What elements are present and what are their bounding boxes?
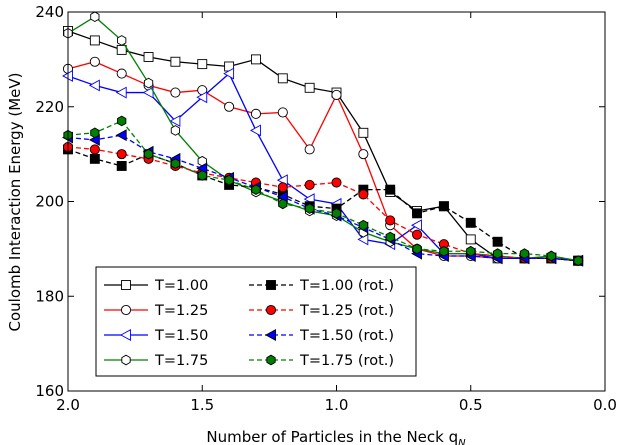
- data-point: [225, 102, 234, 111]
- data-point: [386, 232, 394, 242]
- legend: T=1.00 T=1.25 T=1.50 T=1.75 T=1.00 (rot.) T=1…: [96, 267, 416, 376]
- data-point: [198, 60, 207, 69]
- y-axis-label: Coulomb Interaction Energy (MeV): [6, 73, 24, 332]
- data-point: [117, 161, 126, 170]
- data-point: [198, 171, 206, 181]
- data-point: [359, 150, 368, 159]
- data-point: [359, 220, 367, 230]
- y-tick-label: 220: [35, 98, 64, 116]
- x-axis-label-main: Number of Particles in the Neck q: [206, 428, 458, 445]
- legend-marker: [267, 355, 275, 365]
- legend-label: T=1.25: [154, 303, 208, 319]
- data-point: [117, 69, 126, 78]
- data-point: [118, 36, 126, 46]
- data-point: [466, 235, 475, 244]
- data-point: [493, 249, 501, 259]
- data-point: [440, 246, 448, 256]
- data-point: [144, 53, 153, 62]
- data-point: [359, 190, 368, 199]
- data-point: [90, 57, 99, 66]
- data-point: [252, 185, 260, 195]
- x-tick-label: 0.5: [459, 396, 483, 414]
- data-point: [413, 244, 421, 254]
- data-point: [466, 218, 475, 227]
- data-point: [547, 251, 555, 261]
- y-tick-label: 200: [35, 193, 64, 211]
- data-point: [171, 57, 180, 66]
- data-point: [439, 202, 448, 211]
- data-point: [90, 36, 99, 45]
- legend-label: T=1.50 (rot.): [299, 328, 394, 344]
- data-point: [251, 109, 260, 118]
- x-axis-label: Number of Particles in the Neck qN: [206, 428, 466, 445]
- data-point: [305, 83, 314, 92]
- data-point: [413, 209, 422, 218]
- data-point: [251, 55, 260, 64]
- data-point: [144, 149, 152, 159]
- legend-marker: [267, 281, 276, 290]
- data-point: [171, 126, 179, 136]
- data-point: [520, 249, 528, 259]
- legend-label: T=1.50: [154, 328, 208, 344]
- legend-marker: [266, 305, 275, 314]
- y-tick-label: 160: [35, 382, 64, 400]
- data-point: [332, 90, 341, 99]
- legend-label: T=1.75: [154, 353, 208, 369]
- data-point: [171, 88, 180, 97]
- data-point: [118, 116, 126, 126]
- data-point: [386, 216, 395, 225]
- x-tick-label: 1.0: [325, 396, 349, 414]
- data-point: [359, 128, 368, 137]
- x-axis-label-subscript: N: [458, 438, 466, 445]
- data-point: [467, 246, 475, 256]
- data-point: [91, 12, 99, 22]
- data-point: [574, 256, 582, 266]
- data-point: [305, 204, 313, 214]
- data-point: [171, 159, 179, 169]
- data-point: [90, 145, 99, 154]
- data-point: [278, 74, 287, 83]
- legend-marker: [122, 281, 131, 290]
- legend-marker: [122, 355, 130, 365]
- legend-label: T=1.75 (rot.): [299, 353, 394, 369]
- legend-marker: [121, 305, 130, 314]
- data-point: [91, 128, 99, 138]
- data-point: [144, 78, 152, 88]
- y-tick-label: 240: [35, 3, 64, 21]
- legend-label: T=1.00 (rot.): [299, 278, 394, 294]
- data-point: [117, 45, 126, 54]
- data-point: [225, 175, 233, 185]
- data-point: [278, 183, 287, 192]
- x-tick-label: 0.0: [593, 396, 617, 414]
- data-point: [278, 108, 287, 117]
- data-point: [305, 180, 314, 189]
- data-point: [117, 150, 126, 159]
- data-point: [386, 185, 395, 194]
- legend-label: T=1.00: [154, 278, 208, 294]
- data-point: [412, 230, 421, 239]
- data-point: [305, 145, 314, 154]
- legend-label: T=1.25 (rot.): [299, 303, 394, 319]
- x-tick-label: 1.5: [190, 396, 214, 414]
- data-point: [332, 178, 341, 187]
- data-point: [332, 209, 340, 219]
- data-point: [90, 154, 99, 163]
- y-tick-label: 180: [35, 287, 64, 305]
- data-point: [279, 199, 287, 209]
- data-point: [493, 237, 502, 246]
